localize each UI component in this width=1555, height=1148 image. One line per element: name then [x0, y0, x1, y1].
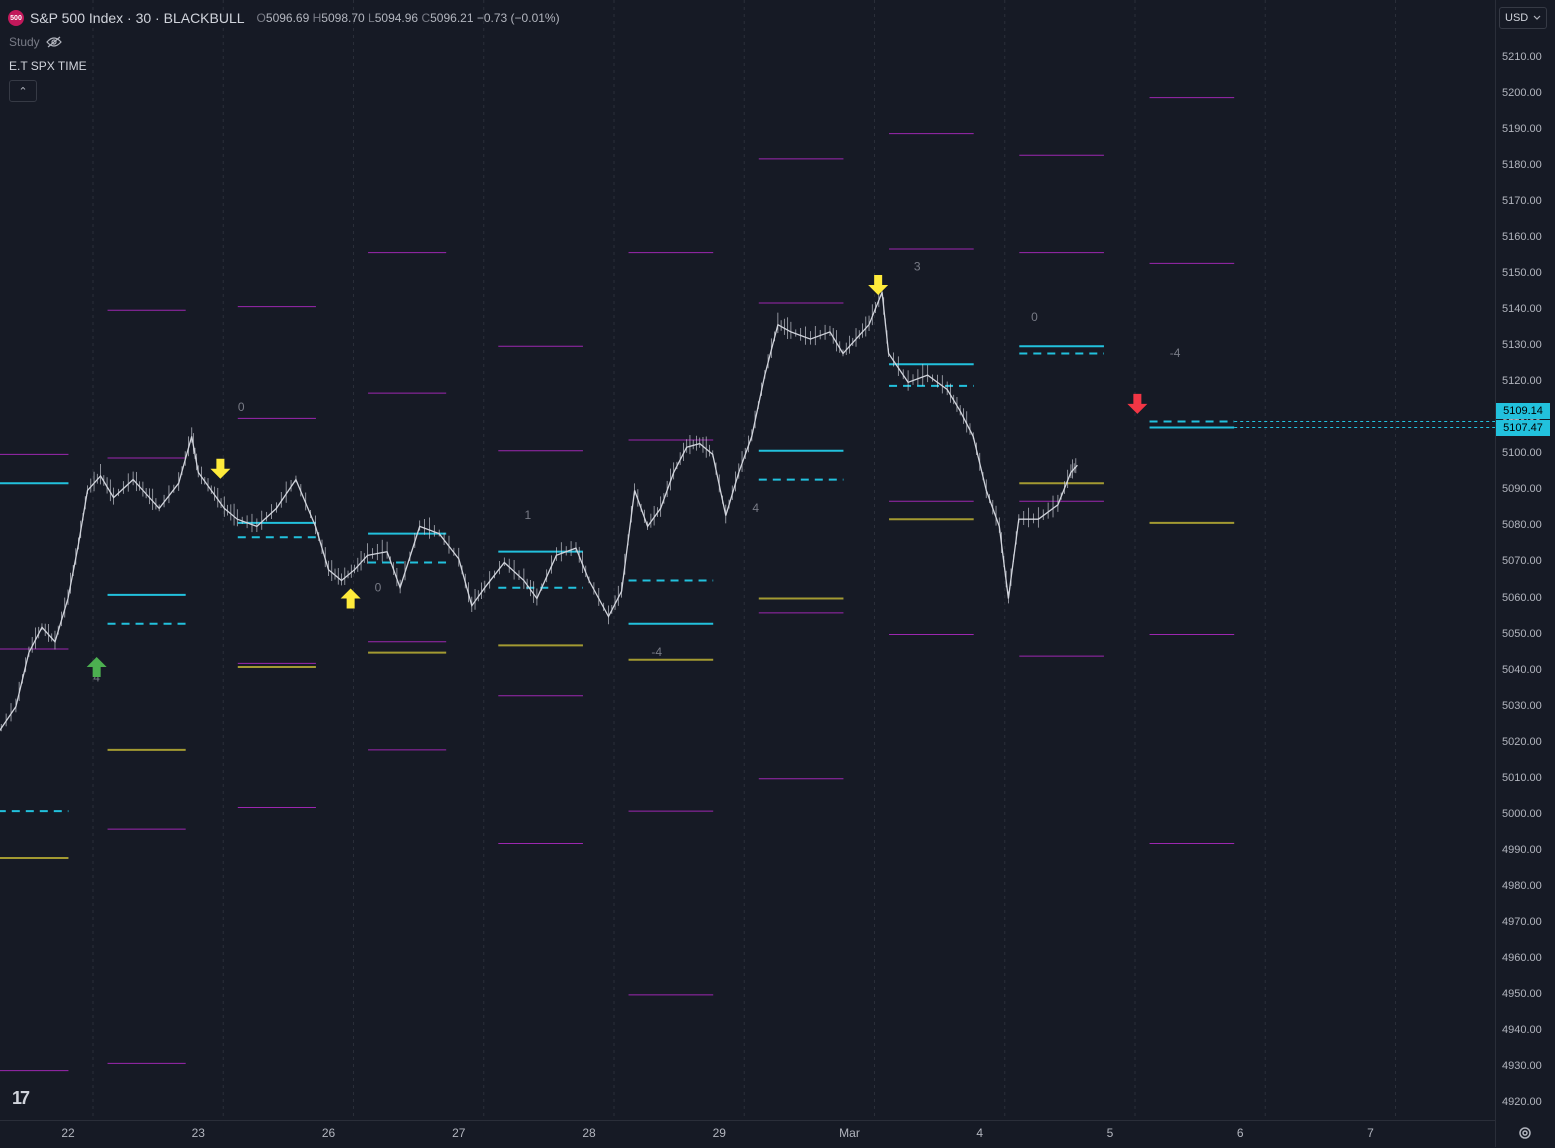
- study-label: Study: [9, 35, 40, 49]
- price-tick-label: 5030.00: [1502, 700, 1542, 712]
- price-tick-label: 5010.00: [1502, 772, 1542, 784]
- tradingview-logo[interactable]: 17: [12, 1088, 28, 1109]
- time-tick-label: 4: [968, 1126, 992, 1140]
- count-label: 4: [752, 501, 759, 515]
- close-value: 5096.21: [430, 11, 473, 25]
- count-label: 1: [524, 508, 531, 522]
- price-tick-label: 4940.00: [1502, 1024, 1542, 1036]
- time-axis[interactable]: 22 23 26 27 28 29 Mar 4 5 6 7: [0, 1120, 1495, 1148]
- time-tick-label: 6: [1228, 1126, 1252, 1140]
- price-tick-label: 5140.00: [1502, 303, 1542, 315]
- arrow-down-icon: [868, 275, 888, 295]
- price-tick-label: 4930.00: [1502, 1060, 1542, 1072]
- symbol-header: 500 S&P 500 Index · 30 · BLACKBULL O5096…: [8, 8, 560, 28]
- price-tick-label: 4950.00: [1502, 988, 1542, 1000]
- price-tick-label: 4970.00: [1502, 916, 1542, 928]
- time-tick-label: 23: [186, 1126, 210, 1140]
- arrow-down-icon: [210, 459, 230, 479]
- price-tick-label: 5050.00: [1502, 628, 1542, 640]
- arrow-down-icon: [1127, 394, 1147, 414]
- chevron-up-icon: ⌃: [18, 85, 27, 98]
- price-label-solid: 5107.47: [1496, 420, 1550, 436]
- indicator-label[interactable]: E.T SPX TIME: [9, 59, 87, 73]
- price-tick-label: 5120.00: [1502, 375, 1542, 387]
- price-tick-label: 5150.00: [1502, 267, 1542, 279]
- price-tick-label: 5000.00: [1502, 808, 1542, 820]
- chevron-down-icon: [1533, 15, 1541, 21]
- price-series-line: [0, 292, 1077, 1002]
- price-tick-label: 5100.00: [1502, 447, 1542, 459]
- high-value: 5098.70: [321, 11, 364, 25]
- time-tick-label: Mar: [838, 1126, 862, 1140]
- ohlc-values: O5096.69 H5098.70 L5094.96 C5096.21 −0.7…: [257, 11, 560, 25]
- collapse-button[interactable]: ⌃: [9, 80, 37, 102]
- count-label: 0: [238, 400, 245, 414]
- open-key: O: [257, 11, 266, 25]
- arrow-up-icon: [341, 589, 361, 609]
- symbol-title[interactable]: S&P 500 Index · 30 · BLACKBULL: [30, 10, 245, 26]
- count-label: -4: [651, 645, 662, 659]
- time-tick-label: 22: [56, 1126, 80, 1140]
- price-tick-label: 4920.00: [1502, 1096, 1542, 1108]
- open-value: 5096.69: [266, 11, 309, 25]
- price-label-dashed: 5109.14: [1496, 403, 1550, 419]
- price-tick-label: 4980.00: [1502, 880, 1542, 892]
- price-axis[interactable]: 4920.00 4930.00 4940.00 4950.00 4960.00 4970.…: [1495, 0, 1555, 1147]
- high-key: H: [313, 11, 322, 25]
- price-tick-label: 5170.00: [1502, 195, 1542, 207]
- close-key: C: [421, 11, 430, 25]
- low-value: 5094.96: [375, 11, 418, 25]
- eye-off-icon[interactable]: [46, 36, 62, 48]
- count-label: 0: [375, 580, 382, 594]
- low-key: L: [368, 11, 375, 25]
- gear-icon[interactable]: [1517, 1125, 1533, 1141]
- count-label: 0: [1031, 310, 1038, 324]
- change-value: −0.73 (−0.01%): [477, 11, 560, 25]
- price-tick-label: 4990.00: [1502, 844, 1542, 856]
- count-label: -4: [1170, 346, 1181, 360]
- time-tick-label: 5: [1098, 1126, 1122, 1140]
- study-row[interactable]: Study: [9, 35, 62, 49]
- time-tick-label: 28: [577, 1126, 601, 1140]
- price-tick-label: 5060.00: [1502, 592, 1542, 604]
- price-tick-label: 5190.00: [1502, 123, 1542, 135]
- price-tick-label: 5130.00: [1502, 339, 1542, 351]
- price-tick-label: 5200.00: [1502, 87, 1542, 99]
- time-tick-label: 29: [707, 1126, 731, 1140]
- price-tick-label: 5070.00: [1502, 555, 1542, 567]
- price-tick-label: 5180.00: [1502, 159, 1542, 171]
- price-tick-label: 5160.00: [1502, 231, 1542, 243]
- time-tick-label: 26: [317, 1126, 341, 1140]
- price-tick-label: 5020.00: [1502, 736, 1542, 748]
- time-tick-label: 27: [447, 1126, 471, 1140]
- currency-label: USD: [1505, 12, 1528, 24]
- price-tick-label: 5040.00: [1502, 664, 1542, 676]
- price-tick-label: 5210.00: [1502, 51, 1542, 63]
- time-tick-label: 7: [1359, 1126, 1383, 1140]
- count-label: 3: [914, 260, 921, 274]
- price-tick-label: 4960.00: [1502, 952, 1542, 964]
- currency-button[interactable]: USD: [1499, 7, 1547, 29]
- symbol-logo: 500: [8, 10, 24, 26]
- price-tick-label: 5080.00: [1502, 519, 1542, 531]
- arrow-up-icon: [87, 657, 107, 677]
- price-tick-label: 5090.00: [1502, 483, 1542, 495]
